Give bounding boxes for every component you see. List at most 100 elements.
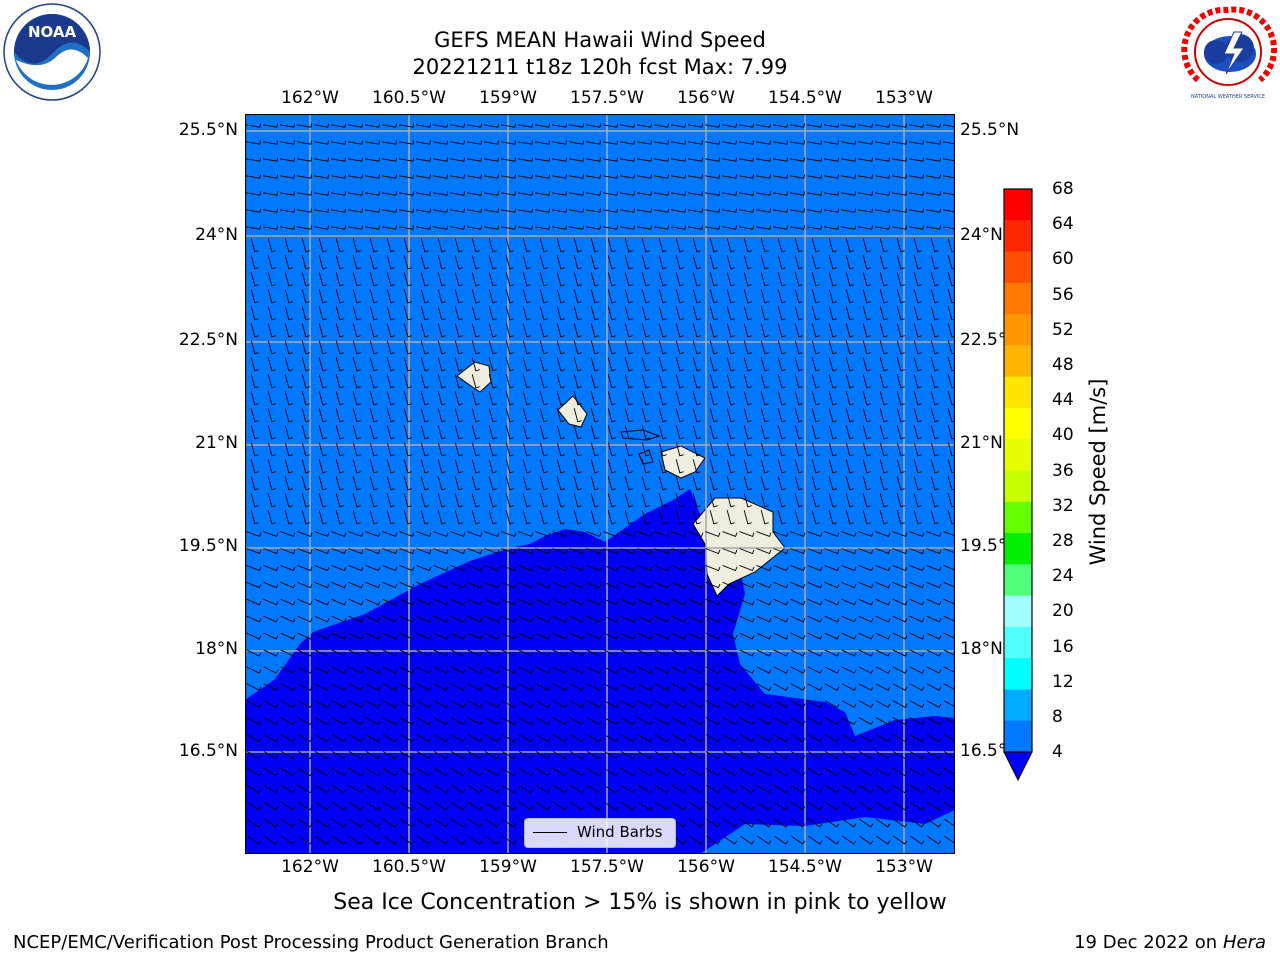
wind-barb	[743, 493, 752, 508]
wind-barb	[297, 191, 313, 196]
wind-barb	[484, 784, 500, 794]
wind-barb	[692, 425, 701, 440]
wind-barb	[386, 255, 395, 270]
wind-barb	[726, 289, 735, 304]
wind-barb	[505, 408, 514, 423]
wind-barb	[875, 140, 891, 145]
wind-barb	[518, 140, 534, 145]
legend-line-swatch	[533, 832, 567, 833]
wind-barb	[314, 564, 330, 572]
wind-barb	[790, 208, 806, 213]
wind-barb	[539, 323, 548, 338]
wind-barb	[913, 306, 922, 321]
wind-barb	[688, 767, 704, 777]
wind-barb	[926, 191, 942, 196]
wind-barb	[416, 191, 432, 196]
wind-barb	[603, 531, 619, 537]
wind-barb	[603, 751, 619, 760]
wind-barb	[518, 666, 534, 674]
wind-barb	[284, 425, 293, 440]
wind-barb	[654, 140, 670, 145]
wind-barb	[859, 835, 874, 845]
wind-barb	[535, 191, 551, 196]
wind-barb	[641, 459, 650, 474]
wind-barb	[403, 323, 412, 338]
wind-barb	[926, 767, 942, 777]
lat-tick-right: 25.5°N	[960, 120, 1020, 140]
wind-barb	[624, 255, 633, 270]
wind-barb	[297, 649, 313, 657]
wind-barb	[369, 425, 378, 440]
footer-date-text: 19 Dec 2022 on	[1074, 932, 1218, 953]
wind-barb	[777, 289, 786, 304]
wind-barb	[284, 476, 293, 491]
wind-barb	[624, 374, 633, 389]
wind-barb	[382, 767, 398, 777]
wind-barb	[722, 548, 738, 555]
wind-barb	[586, 548, 602, 555]
wind-barb	[518, 801, 534, 811]
wind-barb	[875, 683, 891, 691]
wind-barb	[314, 123, 330, 128]
wind-barb	[467, 564, 483, 572]
wind-barb	[671, 208, 687, 213]
wind-barb	[263, 191, 279, 196]
wind-barb	[267, 289, 276, 304]
wind-barb	[399, 174, 415, 179]
wind-barb	[607, 391, 616, 406]
wind-barb	[879, 272, 888, 287]
wind-barb	[399, 683, 415, 691]
wind-barb	[246, 123, 262, 128]
wind-barb	[471, 323, 480, 338]
wind-barb	[437, 357, 446, 372]
wind-barb	[637, 564, 653, 572]
wind-barb	[603, 801, 619, 811]
wind-barb	[280, 225, 296, 230]
wind-barb	[909, 717, 925, 726]
wind-barb	[658, 442, 667, 457]
wind-barb	[535, 598, 551, 606]
wind-barb	[739, 751, 755, 760]
wind-barb	[522, 289, 531, 304]
wind-barb	[450, 666, 466, 674]
wind-barb	[692, 255, 701, 270]
wind-barb	[297, 174, 313, 179]
wind-barb	[739, 191, 755, 196]
wind-barb	[910, 835, 925, 845]
wind-barb	[246, 784, 262, 794]
wind-barb	[420, 510, 429, 525]
wind-barb	[807, 734, 823, 743]
wind-barb	[263, 548, 279, 555]
colorbar-tick-label: 4	[1052, 742, 1063, 763]
wind-barb	[556, 442, 565, 457]
wind-barb	[246, 174, 262, 179]
wind-barb	[743, 476, 752, 491]
wind-barb	[875, 531, 891, 537]
wind-barb	[726, 510, 735, 525]
wind-barb	[369, 374, 378, 389]
wind-barb	[726, 306, 735, 321]
wind-barb	[926, 818, 942, 828]
wind-barb	[433, 140, 449, 145]
wind-barb	[416, 598, 432, 606]
wind-barb	[913, 425, 922, 440]
wind-barb	[246, 632, 262, 640]
wind-barb	[280, 123, 296, 128]
wind-barb	[246, 548, 262, 555]
wind-barb	[331, 225, 347, 230]
wind-barb	[692, 442, 701, 457]
wind-barb	[250, 408, 259, 423]
wind-barb	[637, 225, 653, 230]
wind-barb	[637, 123, 653, 128]
wind-barb	[675, 272, 684, 287]
wind-barb	[879, 391, 888, 406]
wind-barb	[654, 767, 670, 777]
wind-barb	[318, 306, 327, 321]
wind-barb	[450, 734, 466, 743]
wind-barb	[416, 734, 432, 743]
wind-barb	[467, 818, 483, 828]
wind-barb	[879, 425, 888, 440]
wind-barb	[484, 801, 500, 811]
wind-barb	[756, 123, 772, 128]
wind-barb	[518, 767, 534, 777]
